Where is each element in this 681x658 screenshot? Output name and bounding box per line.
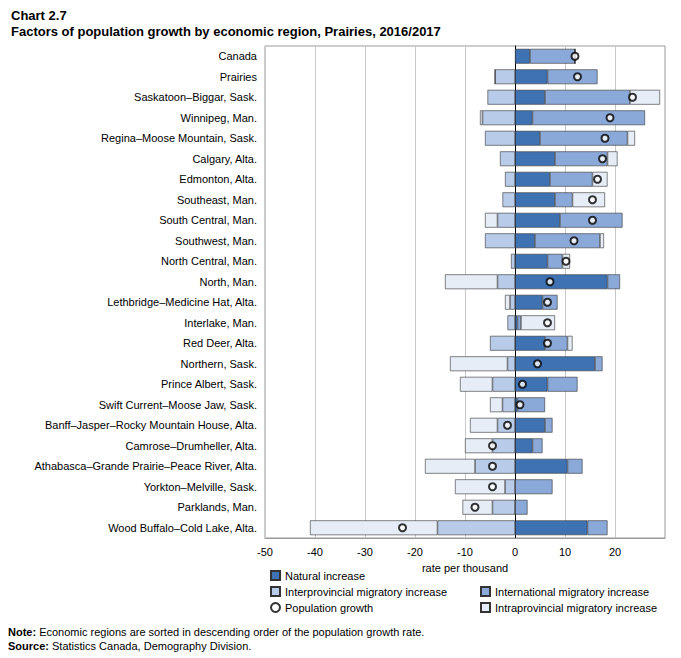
svg-text:rate per thousand: rate per thousand xyxy=(422,562,508,574)
svg-text:Regina–Moose Mountain, Sask.: Regina–Moose Mountain, Sask. xyxy=(101,132,257,144)
svg-text:Economic regions are sorted in: Economic regions are sorted in descendin… xyxy=(36,626,424,638)
svg-text:Wood Buffalo–Cold Lake, Alta.: Wood Buffalo–Cold Lake, Alta. xyxy=(108,522,257,534)
svg-text:Chart 2.7: Chart 2.7 xyxy=(11,8,67,23)
svg-text:Saskatoon–Biggar, Sask.: Saskatoon–Biggar, Sask. xyxy=(134,91,257,103)
svg-text:Factors of population growth b: Factors of population growth by economic… xyxy=(11,24,441,39)
svg-text:Natural increase: Natural increase xyxy=(285,570,365,582)
svg-text:International migratory increa: International migratory increase xyxy=(495,586,649,598)
svg-text:North Central, Man.: North Central, Man. xyxy=(161,255,257,267)
svg-text:Swift Current–Moose Jaw, Sask.: Swift Current–Moose Jaw, Sask. xyxy=(99,399,257,411)
svg-text:Northern, Sask.: Northern, Sask. xyxy=(181,358,257,370)
svg-text:Camrose–Drumheller, Alta.: Camrose–Drumheller, Alta. xyxy=(126,440,257,452)
svg-text:Southwest, Man.: Southwest, Man. xyxy=(175,235,257,247)
svg-text:-10: -10 xyxy=(457,546,473,558)
svg-text:20: 20 xyxy=(609,546,621,558)
svg-text:0: 0 xyxy=(512,546,518,558)
svg-text:Red Deer, Alta.: Red Deer, Alta. xyxy=(183,337,257,349)
svg-text:North, Man.: North, Man. xyxy=(200,276,257,288)
svg-text:Statistics Canada, Demography: Statistics Canada, Demography Division. xyxy=(49,640,251,652)
svg-text:South Central, Man.: South Central, Man. xyxy=(159,214,257,226)
svg-text:Southeast, Man.: Southeast, Man. xyxy=(177,194,257,206)
svg-text:-50: -50 xyxy=(257,546,273,558)
svg-text:Population growth: Population growth xyxy=(285,602,373,614)
svg-text:-30: -30 xyxy=(357,546,373,558)
svg-text:Yorkton–Melville, Sask.: Yorkton–Melville, Sask. xyxy=(144,481,257,493)
svg-text:Prairies: Prairies xyxy=(220,71,258,83)
svg-text:Intraprovincial migratory incr: Intraprovincial migratory increase xyxy=(495,602,657,614)
svg-text:Parklands, Man.: Parklands, Man. xyxy=(178,501,257,513)
svg-text:Calgary, Alta.: Calgary, Alta. xyxy=(192,153,257,165)
svg-text:Interprovincial migratory incr: Interprovincial migratory increase xyxy=(285,586,447,598)
svg-text:Canada: Canada xyxy=(218,50,257,62)
svg-text:Prince Albert, Sask.: Prince Albert, Sask. xyxy=(161,378,257,390)
svg-text:Athabasca–Grande Prairie–Peace: Athabasca–Grande Prairie–Peace River, Al… xyxy=(34,460,257,472)
svg-text:-40: -40 xyxy=(307,546,323,558)
svg-text:-20: -20 xyxy=(407,546,423,558)
svg-text:Edmonton, Alta.: Edmonton, Alta. xyxy=(179,173,257,185)
svg-text:Banff–Jasper–Rocky Mountain Ho: Banff–Jasper–Rocky Mountain House, Alta. xyxy=(45,419,257,431)
svg-text:10: 10 xyxy=(559,546,571,558)
svg-text:Interlake, Man.: Interlake, Man. xyxy=(184,317,257,329)
svg-text:Note:: Note: xyxy=(8,626,36,638)
svg-text:Source:: Source: xyxy=(8,640,49,652)
svg-text:Winnipeg, Man.: Winnipeg, Man. xyxy=(181,112,257,124)
svg-text:Lethbridge–Medicine Hat, Alta.: Lethbridge–Medicine Hat, Alta. xyxy=(107,296,257,308)
